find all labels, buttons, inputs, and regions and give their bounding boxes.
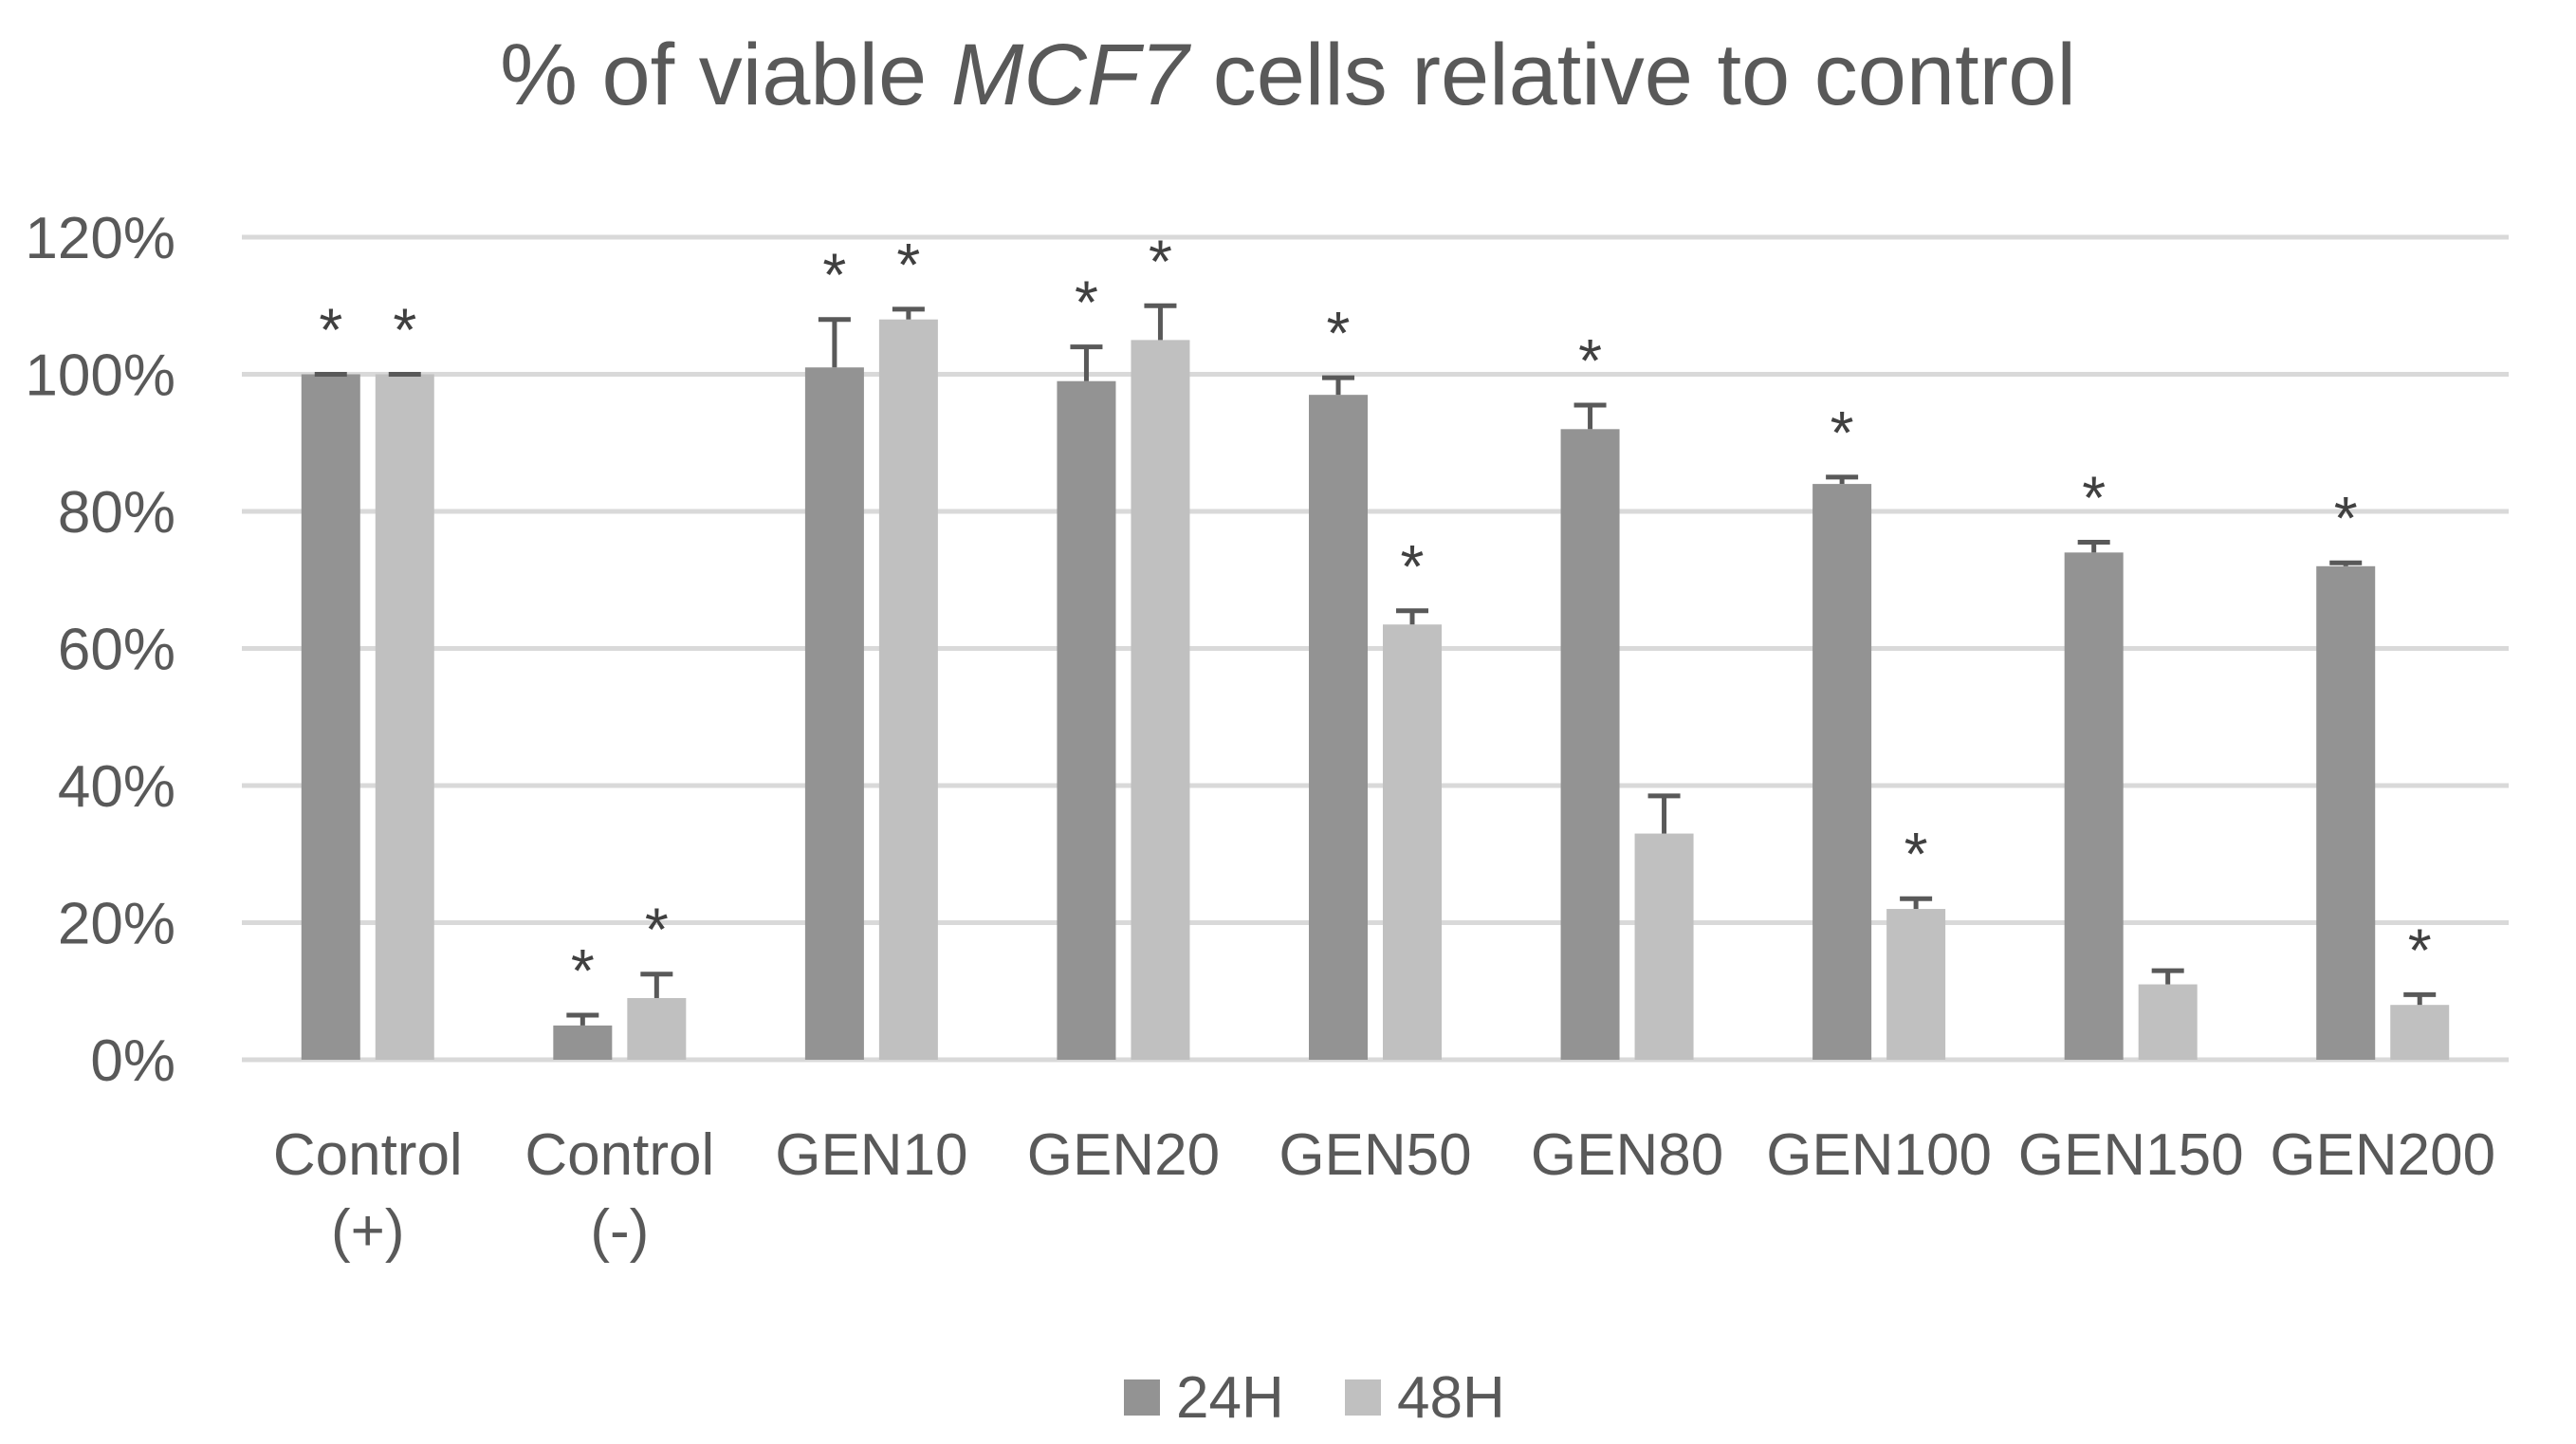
significance-marker: * <box>1578 326 1602 395</box>
bar-48h-5 <box>1383 624 1442 1060</box>
legend-label-24h: 24H <box>1176 1365 1284 1431</box>
x-category-label: GEN10 <box>775 1122 967 1188</box>
y-tick-label: 0% <box>90 1028 175 1094</box>
x-category-label: Control <box>273 1122 463 1188</box>
bar-48h-2 <box>627 997 687 1060</box>
x-axis-labels: Control (+) Control (-) GEN10 GEN20 GEN50 GEN80… <box>273 1122 2495 1264</box>
y-tick-label: 100% <box>25 343 175 409</box>
significance-marker: * <box>645 896 669 964</box>
significance-marker: * <box>319 296 342 364</box>
bar-24h-3 <box>804 367 864 1060</box>
bar-24h-8 <box>2064 552 2124 1060</box>
legend-swatch-24h <box>1124 1379 1160 1416</box>
x-category-label: Control <box>524 1122 714 1188</box>
significance-marker: * <box>1831 398 1854 467</box>
gridlines <box>242 234 2509 1063</box>
significance-marker: * <box>1904 820 1928 888</box>
significance-marker: * <box>2408 916 2432 984</box>
x-category-label: (+) <box>331 1198 405 1264</box>
x-category-label: GEN20 <box>1027 1122 1220 1188</box>
significance-marker: * <box>2082 464 2106 532</box>
legend-label-48h: 48H <box>1397 1365 1505 1431</box>
bar-24h-9 <box>2316 565 2376 1060</box>
y-tick-label: 120% <box>25 206 175 271</box>
significance-marker: * <box>1149 227 1172 295</box>
bar-24h-2 <box>553 1025 613 1060</box>
y-tick-label: 60% <box>58 618 175 683</box>
y-tick-label: 80% <box>58 480 175 546</box>
bar-24h-4 <box>1057 380 1116 1061</box>
legend: 24H 48H <box>1124 1365 1505 1431</box>
significance-marker: * <box>822 241 846 309</box>
legend-swatch-48h <box>1345 1379 1381 1416</box>
bar-48h-4 <box>1131 340 1190 1060</box>
x-category-label: GEN50 <box>1279 1122 1471 1188</box>
bar-48h-7 <box>1886 909 1946 1060</box>
x-category-label: GEN100 <box>1766 1122 1992 1188</box>
bar-24h-6 <box>1560 429 1620 1060</box>
y-tick-label: 20% <box>58 892 175 957</box>
significance-marker: * <box>393 296 416 364</box>
significance-marker: * <box>1075 268 1098 337</box>
significance-marker: * <box>1327 299 1351 367</box>
x-category-label: GEN200 <box>2270 1122 2495 1188</box>
significance-markers: * * * * * * * * * * * * * * * * <box>319 227 2431 1005</box>
bar-24h-5 <box>1309 395 1368 1060</box>
error-bars <box>314 303 2437 1026</box>
chart-title-part-2: MCF7 <box>951 27 1191 123</box>
bar-48h-3 <box>878 319 938 1060</box>
bar-24h-7 <box>1812 484 1872 1061</box>
y-tick-label: 40% <box>58 754 175 820</box>
x-category-label: (-) <box>590 1198 649 1264</box>
significance-marker: * <box>2334 484 2358 552</box>
chart-title-part-3: cells relative to control <box>1188 27 2076 123</box>
significance-marker: * <box>1401 532 1425 601</box>
x-category-label: GEN150 <box>2018 1122 2244 1188</box>
y-axis-ticks: 0% 20% 40% 60% 80% 100% 120% <box>25 206 175 1094</box>
bar-48h-6 <box>1634 833 1694 1060</box>
bars <box>301 319 2450 1061</box>
bar-48h-9 <box>2390 1005 2450 1060</box>
x-category-label: GEN80 <box>1531 1122 1723 1188</box>
bar-48h-1 <box>375 374 434 1060</box>
chart-title: % of viable MCF7 cells relative to contr… <box>500 27 2076 123</box>
significance-marker: * <box>571 936 595 1005</box>
bar-48h-8 <box>2138 984 2198 1060</box>
bar-24h-1 <box>301 374 360 1060</box>
chart-title-part-1: % of viable <box>500 27 951 123</box>
significance-marker: * <box>896 231 920 299</box>
